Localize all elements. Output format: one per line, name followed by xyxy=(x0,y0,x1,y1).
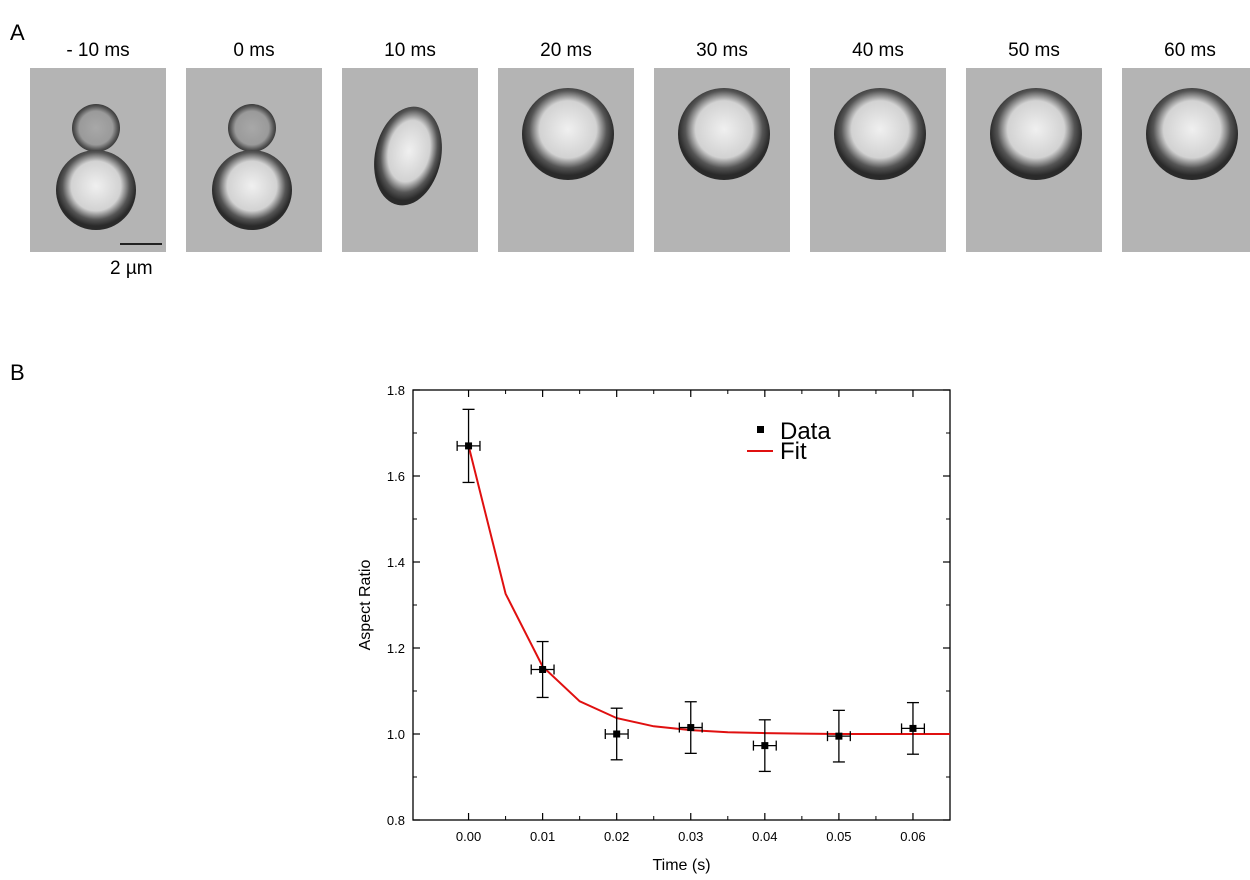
frame-time-label: 60 ms xyxy=(1164,40,1216,61)
y-axis-label: Aspect Ratio xyxy=(357,560,374,651)
small-cell xyxy=(72,104,120,152)
data-point xyxy=(900,701,926,755)
micrograph-frame xyxy=(30,68,166,252)
spherical-cell xyxy=(1146,88,1238,180)
data-marker xyxy=(909,724,917,732)
data-marker xyxy=(835,732,843,740)
data-marker xyxy=(687,724,695,732)
plot-frame xyxy=(412,389,951,821)
panel-label-a: A xyxy=(10,20,25,45)
small-cell xyxy=(228,104,276,152)
data-marker xyxy=(761,742,769,750)
frame-time-label: 10 ms xyxy=(384,40,436,61)
data-marker xyxy=(465,442,473,450)
x-tick-label: 0.04 xyxy=(752,829,777,844)
y-tick-label: 1.8 xyxy=(387,383,405,398)
micrograph-frame xyxy=(498,68,634,252)
data-marker xyxy=(539,666,547,673)
aspect-ratio-chart: 0.00 0.01 0.02 0.03 0.04 0.05 0.06 0.8 1.0 1.2 1.4… xyxy=(357,383,951,874)
data-point xyxy=(530,640,555,699)
large-cell xyxy=(212,150,292,230)
y-tick-label: 0.8 xyxy=(387,813,405,828)
data-point xyxy=(456,408,481,484)
spherical-cell xyxy=(678,88,770,180)
legend-label-data: Data xyxy=(780,418,831,445)
legend-label-fit: Fit xyxy=(780,438,807,465)
x-tick-label: 0.02 xyxy=(604,829,629,844)
data-point xyxy=(826,709,851,763)
x-tick-label: 0.05 xyxy=(826,829,851,844)
micrograph-frame xyxy=(654,68,790,252)
spherical-cell xyxy=(990,88,1082,180)
x-tick-label: 0.03 xyxy=(678,829,703,844)
micrograph-frame xyxy=(966,68,1102,252)
data-point xyxy=(752,719,777,773)
data-marker xyxy=(613,730,621,738)
frame-time-label: 0 ms xyxy=(233,40,275,61)
micrograph-frame xyxy=(186,68,322,252)
panel-label-b: B xyxy=(10,360,25,385)
y-tick-label: 1.4 xyxy=(387,555,405,570)
large-cell xyxy=(56,150,136,230)
scale-bar-label: 2 µm xyxy=(110,258,153,279)
x-axis-label: Time (s) xyxy=(652,857,710,874)
frame-time-label: 50 ms xyxy=(1008,40,1060,61)
frame-time-label: - 10 ms xyxy=(66,40,130,61)
scale-bar xyxy=(120,243,162,245)
frame-time-label: 30 ms xyxy=(696,40,748,61)
fit-line xyxy=(467,445,950,735)
spherical-cell xyxy=(834,88,926,180)
frame-time-label: 40 ms xyxy=(852,40,904,61)
data-point xyxy=(604,707,629,761)
micrograph-frame xyxy=(342,68,478,252)
x-tick-label: 0.06 xyxy=(900,829,925,844)
elongated-cell xyxy=(374,106,442,206)
x-tick-label: 0.01 xyxy=(530,829,555,844)
y-tick-label: 1.0 xyxy=(387,727,405,742)
legend-marker-data xyxy=(757,426,764,433)
x-tick-label: 0.00 xyxy=(456,829,481,844)
micrograph-frame xyxy=(810,68,946,252)
y-tick-label: 1.2 xyxy=(387,641,405,656)
micrograph-frame xyxy=(1122,68,1250,252)
y-tick-label: 1.6 xyxy=(387,469,405,484)
data-point xyxy=(678,701,703,755)
frame-time-label: 20 ms xyxy=(540,40,592,61)
spherical-cell xyxy=(522,88,614,180)
